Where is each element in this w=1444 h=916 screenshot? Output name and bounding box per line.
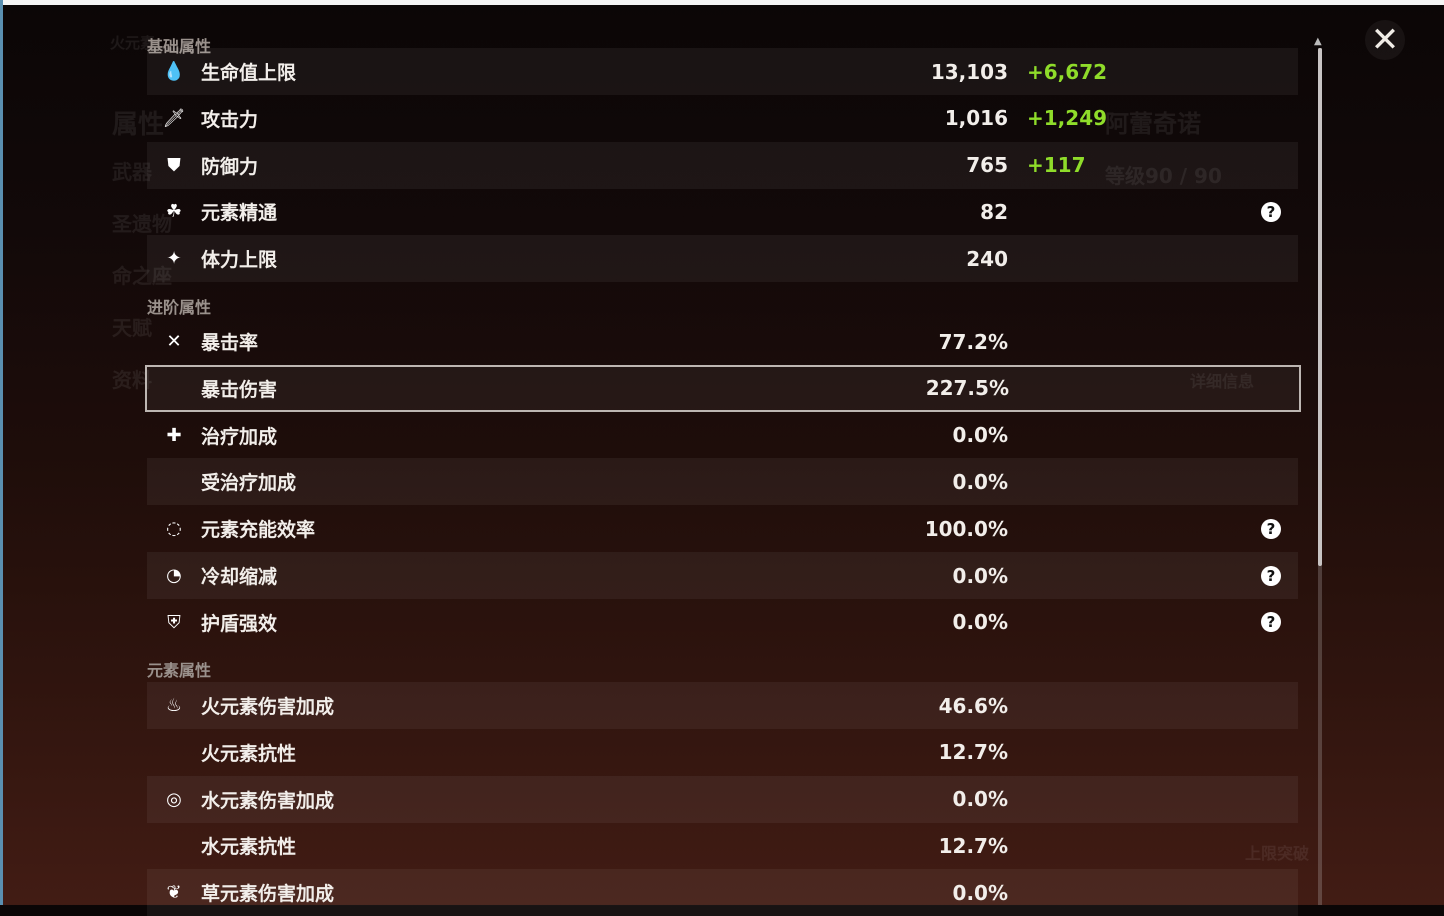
section-title-advanced: 进阶属性 <box>147 298 212 317</box>
sword-icon: 🗡 <box>162 107 186 129</box>
stat-row[interactable]: 🗡 攻击力 1,016 +1,249 <box>147 95 1298 142</box>
stat-row[interactable]: ✕ 暴击率 77.2% <box>147 318 1298 365</box>
stat-value: 227.5% <box>925 376 1009 401</box>
pyro-icon: ♨ <box>165 695 183 716</box>
help-icon[interactable]: ? <box>1261 565 1281 586</box>
stat-label: 体力上限 <box>201 249 278 272</box>
bg-element-label: 火元素 <box>110 34 156 52</box>
stat-bonus: +1,249 <box>1027 106 1108 131</box>
shield-icon: ⛊ <box>167 154 181 176</box>
stat-label: 受治疗加成 <box>201 472 297 495</box>
bg-menu-item: 命之座 <box>112 264 172 288</box>
stat-value: 46.6% <box>938 693 1008 718</box>
stat-value: 12.7% <box>938 833 1008 858</box>
stat-label: 防御力 <box>201 155 259 178</box>
hydro-icon: ◎ <box>166 788 182 810</box>
section-title-base: 基础属性 <box>147 37 212 56</box>
stat-value: 0.0% <box>952 787 1008 812</box>
stat-bonus: +6,672 <box>1027 59 1108 84</box>
stat-label: 暴击率 <box>201 332 259 354</box>
stat-label: 元素精通 <box>201 202 278 225</box>
stat-row[interactable]: ⛊ 防御力 765 +117 <box>147 141 1298 189</box>
stat-row[interactable]: ❦ 草元素伤害加成 0.0% <box>147 869 1298 916</box>
shield-strength-icon: ⛨ <box>167 611 181 633</box>
stat-row[interactable]: ◌ 元素充能效率 100.0%? <box>147 505 1298 552</box>
stat-bonus: +117 <box>1027 153 1086 178</box>
stat-row[interactable]: 水元素抗性 12.7% <box>147 822 1298 869</box>
window-edge <box>0 0 3 905</box>
stat-label: 火元素抗性 <box>201 742 297 765</box>
stat-label: 暴击伤害 <box>201 378 278 401</box>
stat-value: 765 <box>966 153 1008 178</box>
crit-rate-icon: ✕ <box>166 331 182 352</box>
help-icon[interactable]: ? <box>1261 612 1281 633</box>
bg-menu-item: 武器 <box>112 160 152 184</box>
stat-value: 82 <box>980 199 1008 224</box>
stat-value: 0.0% <box>952 563 1008 588</box>
stat-value: 1,016 <box>944 106 1008 131</box>
bg-level: 等级90 / 90 <box>1105 164 1222 188</box>
stat-label: 草元素伤害加成 <box>201 883 335 906</box>
stat-value: 0.0% <box>952 610 1008 635</box>
bg-ascend-button: 上限突破 <box>1245 844 1310 863</box>
scrollbar-thumb[interactable] <box>1318 48 1322 566</box>
section-title-elemental: 元素属性 <box>147 661 212 680</box>
stat-value: 77.2% <box>938 329 1008 354</box>
stat-row[interactable]: ✚ 治疗加成 0.0% <box>147 412 1298 459</box>
stat-label: 火元素伤害加成 <box>201 696 335 718</box>
stat-row[interactable]: 💧 生命值上限 13,103 +6,672 <box>147 48 1298 95</box>
hp-drop-icon: 💧 <box>162 61 186 82</box>
bg-menu-item: 圣遗物 <box>112 212 172 236</box>
cooldown-icon: ◔ <box>166 565 182 586</box>
stamina-icon: ✦ <box>166 248 182 270</box>
healing-cross-icon: ✚ <box>166 424 182 446</box>
bg-character-name: 阿蕾奇诺 <box>1105 110 1201 138</box>
stat-row[interactable]: 火元素抗性 12.7% <box>147 729 1298 776</box>
help-icon[interactable]: ? <box>1261 518 1281 539</box>
stat-label: 生命值上限 <box>201 62 297 84</box>
bg-menu-item: 属性 <box>112 110 165 140</box>
scroll-up-icon: ▲ <box>1314 36 1322 47</box>
stat-row[interactable]: ◎ 水元素伤害加成 0.0% <box>147 775 1298 823</box>
stat-value: 0.0% <box>952 423 1008 448</box>
bg-details-button: 详细信息 <box>1190 372 1255 391</box>
top-bar <box>0 0 1444 5</box>
bg-menu-item: 天赋 <box>112 316 152 340</box>
stat-label: 元素充能效率 <box>201 519 316 542</box>
stat-value: 0.0% <box>952 880 1008 905</box>
stat-label: 冷却缩减 <box>201 566 278 588</box>
stat-label: 攻击力 <box>201 108 259 131</box>
stat-value: 100.0% <box>924 516 1008 541</box>
dendro-icon: ❦ <box>166 882 182 904</box>
help-icon[interactable]: ? <box>1261 201 1281 222</box>
stat-value: 12.7% <box>938 740 1008 765</box>
stat-label: 护盾强效 <box>201 612 278 635</box>
energy-recharge-icon: ◌ <box>166 518 182 540</box>
stat-row[interactable]: ◔ 冷却缩减 0.0%? <box>147 552 1298 599</box>
stat-row[interactable]: ⛨ 护盾强效 0.0%? <box>147 599 1298 646</box>
stat-label: 水元素抗性 <box>201 836 297 859</box>
stat-row[interactable]: ♨ 火元素伤害加成 46.6% <box>147 682 1298 729</box>
stat-label: 水元素伤害加成 <box>201 789 335 812</box>
elemental-mastery-icon: ☘ <box>165 201 183 223</box>
stat-row[interactable]: 受治疗加成 0.0% <box>147 458 1298 506</box>
close-button[interactable]: ✕ <box>1365 20 1405 60</box>
stat-row[interactable]: 暴击伤害 227.5% <box>145 364 1301 412</box>
stat-value: 240 <box>966 246 1008 271</box>
stat-row[interactable]: ✦ 体力上限 240 <box>147 235 1298 283</box>
stat-value: 0.0% <box>952 469 1008 494</box>
stat-label: 治疗加成 <box>201 425 278 448</box>
stat-row[interactable]: ☘ 元素精通 82? <box>147 188 1298 235</box>
stat-value: 13,103 <box>930 59 1008 84</box>
close-icon: ✕ <box>1370 20 1400 60</box>
